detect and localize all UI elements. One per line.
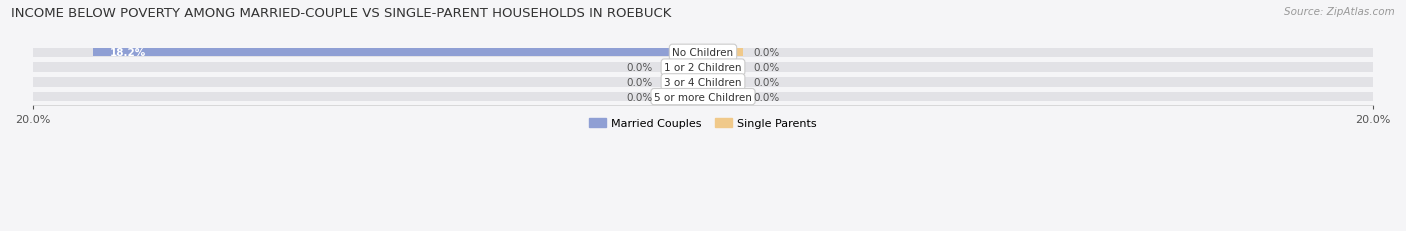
Text: 0.0%: 0.0% (627, 63, 652, 73)
Text: INCOME BELOW POVERTY AMONG MARRIED-COUPLE VS SINGLE-PARENT HOUSEHOLDS IN ROEBUCK: INCOME BELOW POVERTY AMONG MARRIED-COUPL… (11, 7, 672, 20)
Text: 5 or more Children: 5 or more Children (654, 92, 752, 102)
Bar (32, 63, 1374, 73)
Text: 0.0%: 0.0% (627, 78, 652, 88)
Text: 0.0%: 0.0% (754, 48, 779, 58)
Bar (32, 48, 1374, 58)
Text: 0.0%: 0.0% (754, 63, 779, 73)
Text: 1 or 2 Children: 1 or 2 Children (664, 63, 742, 73)
Bar (703, 49, 744, 57)
Bar (703, 79, 744, 86)
Text: 0.0%: 0.0% (754, 92, 779, 102)
Text: 0.0%: 0.0% (627, 92, 652, 102)
Bar (32, 92, 1374, 102)
Text: Source: ZipAtlas.com: Source: ZipAtlas.com (1284, 7, 1395, 17)
Bar (662, 64, 703, 72)
Bar (662, 93, 703, 101)
Bar (32, 78, 1374, 87)
Bar (662, 79, 703, 86)
Text: 18.2%: 18.2% (110, 48, 146, 58)
Bar (703, 64, 744, 72)
Legend: Married Couples, Single Parents: Married Couples, Single Parents (585, 114, 821, 133)
Text: 0.0%: 0.0% (754, 78, 779, 88)
Bar (703, 93, 744, 101)
Bar (93, 49, 703, 57)
Text: No Children: No Children (672, 48, 734, 58)
Text: 3 or 4 Children: 3 or 4 Children (664, 78, 742, 88)
